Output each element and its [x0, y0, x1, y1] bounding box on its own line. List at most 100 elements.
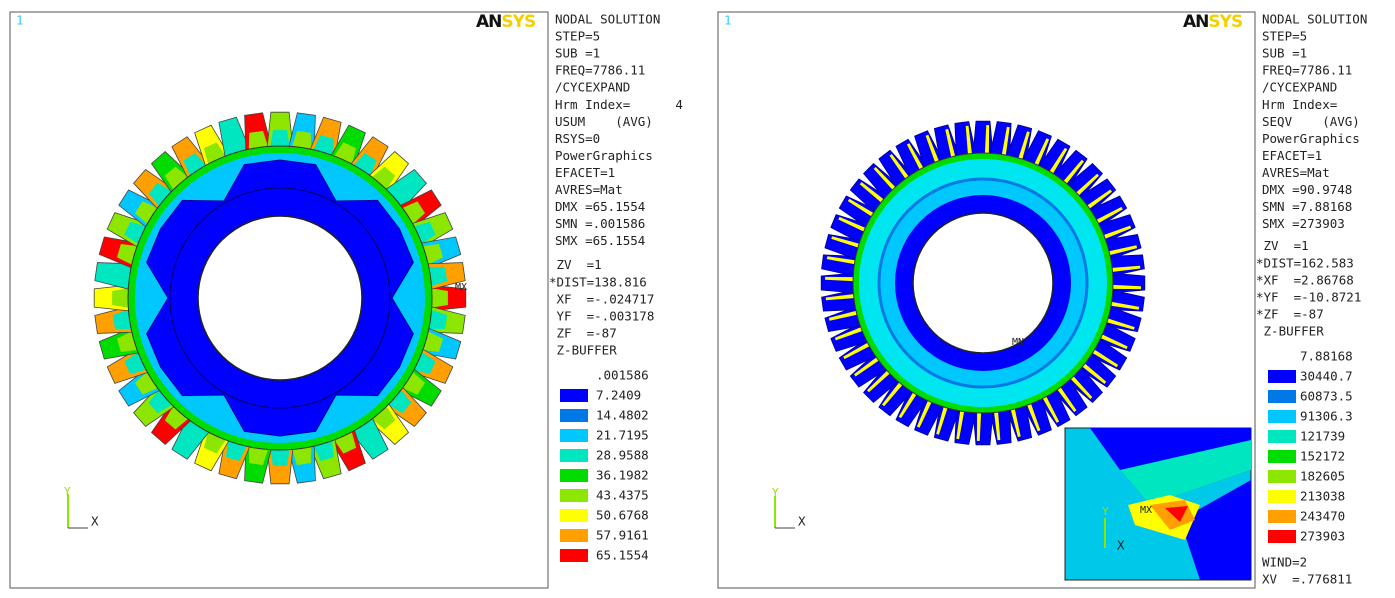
legend-swatch	[1268, 510, 1296, 523]
gear-tooth	[112, 288, 131, 308]
gear-tooth	[1110, 272, 1146, 294]
gear-tooth	[906, 143, 924, 170]
view-line: *ZF =-87	[1256, 306, 1324, 321]
legend-label: 21.7195	[596, 428, 649, 443]
gear-tooth	[148, 182, 174, 208]
info-line: DMX =65.1554	[555, 199, 645, 214]
gear-tooth	[1057, 387, 1077, 412]
view-line: Z-BUFFER	[1256, 323, 1324, 338]
gear-tooth	[352, 418, 377, 443]
legend-swatch	[560, 449, 588, 462]
gear-tooth	[867, 370, 890, 393]
gear-tooth	[112, 266, 134, 287]
gear-tooth	[838, 216, 866, 232]
legend-label: 65.1554	[596, 548, 649, 563]
gear-tooth	[972, 120, 994, 156]
info-line: Hrm Index=	[1262, 97, 1337, 112]
info-line: STEP=5	[1262, 29, 1307, 44]
gear-tooth	[1106, 318, 1135, 330]
legend-swatch	[1268, 470, 1296, 483]
gear-tooth	[831, 236, 860, 248]
gear-tooth	[956, 411, 965, 440]
window-number: 1	[16, 13, 24, 28]
info-line: /CYCEXPAND	[1262, 80, 1337, 95]
gear-tooth	[1087, 189, 1112, 209]
info-line: SMN =.001586	[555, 216, 645, 231]
info-line: EFACET=1	[555, 165, 615, 180]
gear-tooth	[898, 392, 917, 419]
legend-label: 7.2409	[596, 388, 641, 403]
legend-swatch	[1268, 530, 1296, 543]
view-line: ZV =1	[1256, 238, 1309, 253]
legend-swatch	[1268, 490, 1296, 503]
triad-y-label: Y	[64, 485, 71, 498]
gear-tooth	[847, 198, 874, 217]
gear-tooth	[1092, 349, 1119, 368]
gear-tooth	[820, 272, 856, 294]
gear-tooth	[248, 444, 269, 466]
info-line: EFACET=1	[1262, 148, 1322, 163]
ansys-logo: ANSYS	[476, 12, 535, 32]
info-line: SMX =65.1554	[555, 233, 645, 248]
gear-tooth	[945, 128, 956, 157]
legend-swatch	[1268, 390, 1296, 403]
gear-tooth	[386, 388, 412, 414]
gear-tooth	[112, 309, 134, 330]
info-line: /CYCEXPAND	[555, 80, 630, 95]
gear-tooth	[135, 370, 160, 395]
gear-tooth	[1076, 173, 1099, 196]
gear-tooth	[1049, 147, 1068, 174]
gear-tooth	[925, 134, 939, 163]
view-line: Z-BUFFER	[549, 342, 617, 357]
gear-tooth	[183, 153, 208, 178]
legend-swatch	[560, 549, 588, 562]
gear-tooth	[825, 294, 854, 301]
legend-label: 43.4375	[596, 488, 649, 503]
legend-label: 152172	[1300, 449, 1345, 464]
gear-bore	[912, 212, 1054, 354]
gear-tooth	[834, 327, 863, 341]
gear-tooth	[828, 310, 857, 321]
info-line: Hrm Index= 4	[555, 97, 683, 112]
gear-tooth	[1112, 265, 1141, 272]
inset-triad-x-label: X	[1117, 538, 1125, 553]
gear-tooth	[1001, 126, 1010, 155]
max-marker: MX	[455, 282, 467, 293]
gear-tooth	[248, 130, 269, 152]
legend-label: 243470	[1300, 509, 1345, 524]
gear-tooth	[270, 447, 290, 466]
legend-label: 7.88168	[1300, 349, 1353, 364]
info-line: AVRES=Mat	[555, 182, 623, 197]
triad-x-label: X	[91, 514, 99, 529]
gear-tooth	[916, 400, 932, 428]
legend-label: 273903	[1300, 529, 1345, 544]
triad-y-label: Y	[772, 486, 779, 499]
legend-swatch	[1268, 450, 1296, 463]
gear-tooth	[1018, 131, 1030, 160]
gear-tooth	[1082, 363, 1107, 384]
legend-label: 50.6768	[596, 508, 649, 523]
gear-tooth	[270, 130, 290, 149]
gear-tooth	[429, 288, 448, 308]
gear-tooth	[291, 130, 312, 152]
graphics-window: 1 ANSYS MN Y X	[717, 11, 1256, 589]
legend-label: 213038	[1300, 489, 1345, 504]
gear-tooth	[400, 370, 425, 395]
view-line: ZV =1	[549, 257, 602, 272]
info-line: DMX =90.9748	[1262, 182, 1352, 197]
gear-tooth	[164, 404, 190, 430]
gear-tooth	[426, 266, 448, 287]
info-line: SUB =1	[555, 46, 600, 61]
info-line: NODAL SOLUTION	[555, 12, 660, 27]
legend-label: .001586	[596, 368, 649, 383]
gear-tooth	[994, 412, 1001, 441]
ansys-logo: ANSYS	[1183, 12, 1242, 32]
gear-tooth	[1042, 396, 1060, 423]
inset-window: MX Y X	[1064, 427, 1252, 581]
gear-tooth	[826, 256, 855, 265]
gear-tooth	[386, 182, 412, 208]
gear-tooth	[825, 276, 854, 282]
gear-tooth	[148, 388, 174, 414]
legend-swatch	[560, 469, 588, 482]
